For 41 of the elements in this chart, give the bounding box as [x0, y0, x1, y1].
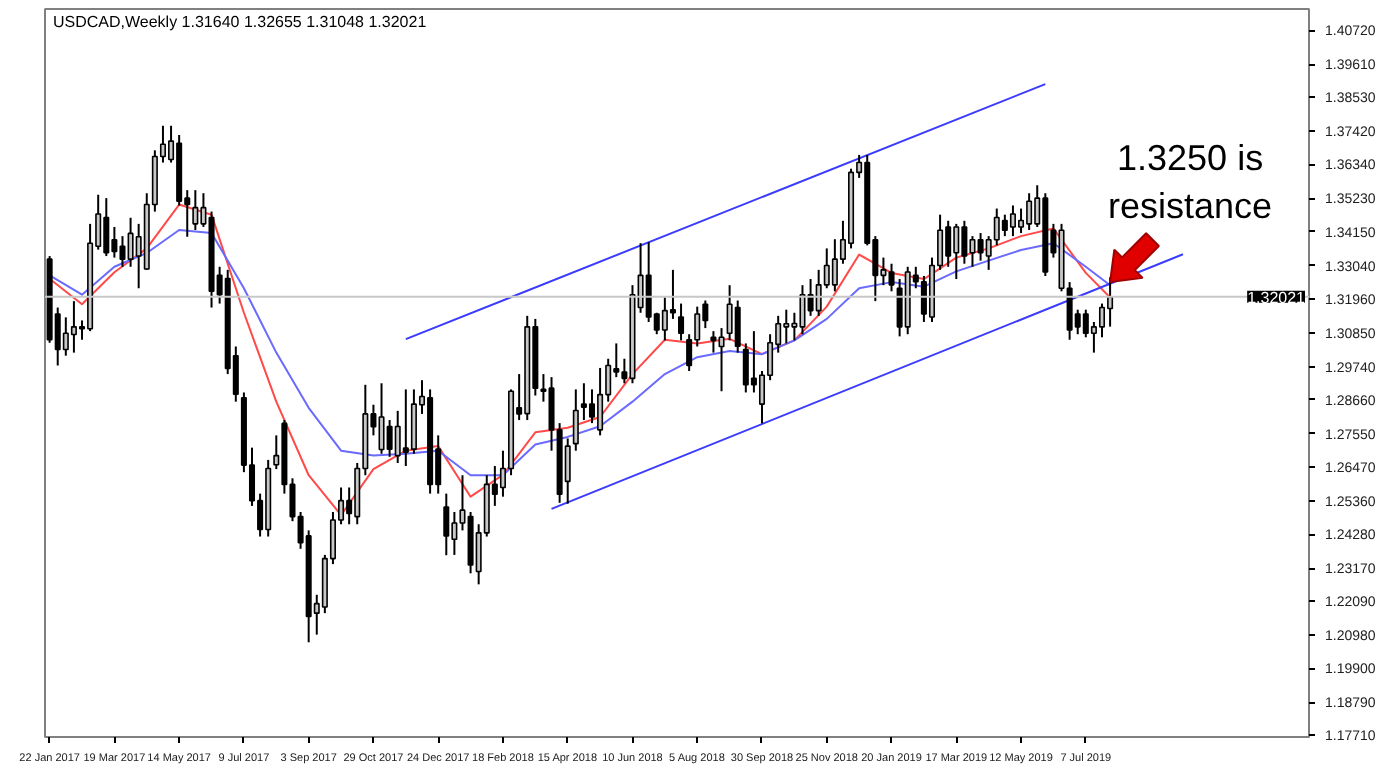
candlestick	[888, 262, 895, 293]
candlestick	[831, 238, 838, 293]
candlestick	[1001, 213, 1008, 238]
annotation: 1.3250 is resistance	[1108, 138, 1273, 227]
chart-title: USDCAD,Weekly 1.31640 1.32655 1.31048 1.32021	[53, 13, 428, 31]
candlestick	[394, 409, 401, 464]
candlestick	[742, 342, 749, 394]
candlestick	[192, 189, 199, 232]
candlestick	[572, 388, 579, 452]
candlestick	[451, 511, 458, 556]
candlestick	[783, 308, 790, 345]
candlestick	[896, 278, 903, 338]
candlestick	[977, 232, 984, 262]
candlestick	[710, 330, 717, 354]
candlestick	[386, 419, 393, 458]
candlestick	[103, 197, 110, 258]
candlestick	[410, 388, 417, 455]
candlestick	[580, 382, 587, 422]
candlestick	[1098, 302, 1106, 339]
candlestick	[1009, 204, 1016, 238]
candlestick	[597, 366, 604, 437]
candlestick	[645, 241, 652, 323]
ref-line-label: 1.32021	[1247, 288, 1307, 307]
candlestick	[718, 327, 725, 393]
candlestick	[961, 219, 968, 265]
candlestick	[378, 382, 385, 455]
candlestick	[62, 316, 69, 357]
candlestick	[953, 222, 960, 281]
candlestick	[1018, 207, 1025, 235]
candlestick	[1082, 308, 1089, 339]
candlestick	[119, 235, 126, 268]
candlestick	[443, 492, 450, 557]
candlestick	[564, 437, 571, 505]
candlestick	[127, 216, 134, 268]
candlestick	[588, 388, 596, 425]
candlestick	[734, 299, 741, 354]
candlestick	[402, 388, 409, 468]
candlestick	[945, 219, 952, 268]
candlestick	[111, 225, 118, 259]
candlestick	[1026, 192, 1033, 232]
candlestick	[678, 302, 685, 342]
